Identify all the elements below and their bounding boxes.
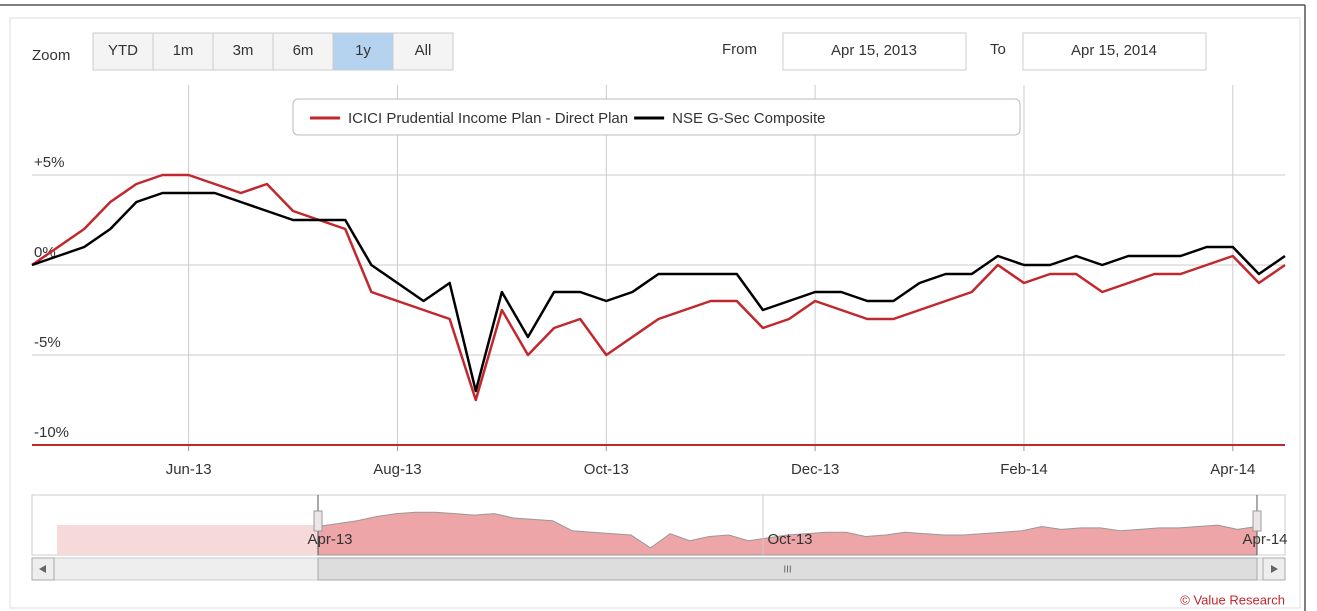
navigator-handle[interactable] <box>1252 510 1262 532</box>
y-tick-label: +5% <box>34 154 64 171</box>
zoom-button-label[interactable]: YTD <box>108 42 138 59</box>
series-line <box>31 173 1286 402</box>
y-tick-label: -10% <box>34 424 69 441</box>
legend-label: ICICI Prudential Income Plan - Direct Pl… <box>348 110 628 127</box>
x-tick-label: Oct-13 <box>584 461 629 478</box>
to-input[interactable] <box>1022 32 1207 71</box>
x-tick-label: Dec-13 <box>791 461 839 478</box>
scrollbar-thumb[interactable] <box>317 557 1258 581</box>
from-label: From <box>722 41 757 58</box>
zoom-button[interactable] <box>392 32 454 71</box>
navigator-label: Oct-13 <box>767 531 812 548</box>
zoom-button[interactable] <box>92 32 154 71</box>
zoom-button-label[interactable]: 1y <box>355 42 371 59</box>
x-tick-label: Apr-14 <box>1210 461 1255 478</box>
navigator-label: Apr-13 <box>307 531 352 548</box>
legend-label: NSE G-Sec Composite <box>672 110 825 127</box>
navigator-history <box>57 525 318 555</box>
x-tick-label: Jun-13 <box>166 461 212 478</box>
to-label: To <box>990 41 1006 58</box>
scroll-left-arrow <box>39 565 46 573</box>
zoom-button[interactable] <box>212 32 274 71</box>
scrollbar-grip: III <box>783 565 791 576</box>
zoom-button[interactable] <box>332 32 394 71</box>
from-date[interactable]: Apr 15, 2013 <box>831 42 917 59</box>
scroll-right-arrow <box>1271 565 1278 573</box>
x-tick-label: Feb-14 <box>1000 461 1048 478</box>
zoom-button-label[interactable]: 6m <box>293 42 314 59</box>
zoom-button-label[interactable]: 3m <box>233 42 254 59</box>
zoom-button-label[interactable]: All <box>415 42 432 59</box>
y-tick-label: 0% <box>34 244 56 261</box>
navigator-handle[interactable] <box>313 510 323 532</box>
navigator-area <box>317 511 1258 556</box>
series-line <box>31 191 1286 393</box>
navigator-label: Apr-14 <box>1242 531 1287 548</box>
zoom-button[interactable] <box>272 32 334 71</box>
y-tick-label: -5% <box>34 334 61 351</box>
x-tick-label: Aug-13 <box>373 461 421 478</box>
to-date[interactable]: Apr 15, 2014 <box>1071 42 1157 59</box>
credit: © Value Research <box>1180 592 1285 607</box>
from-input[interactable] <box>782 32 967 71</box>
zoom-button-label[interactable]: 1m <box>173 42 194 59</box>
zoom-label: Zoom <box>32 47 70 64</box>
